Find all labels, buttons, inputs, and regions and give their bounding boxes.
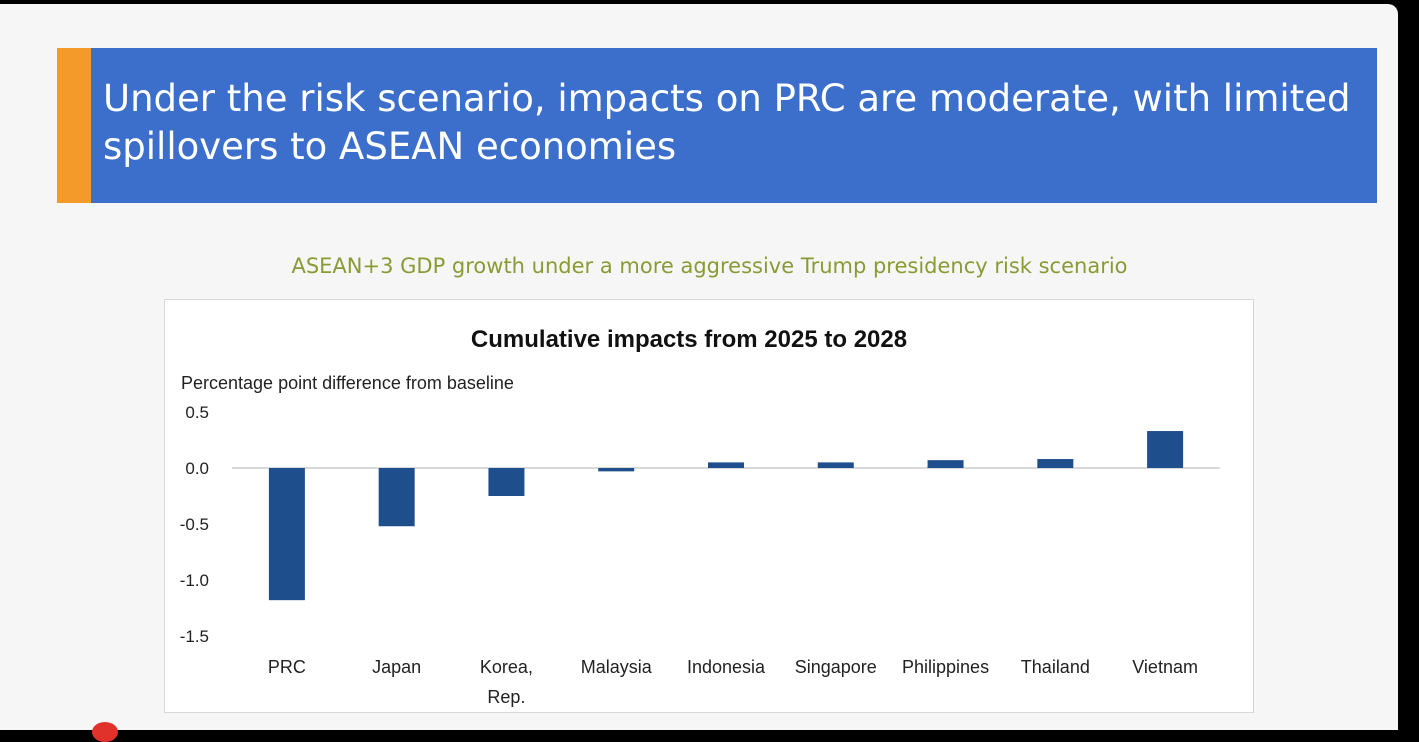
bar xyxy=(817,462,854,468)
bar xyxy=(488,468,525,496)
chart-title: Cumulative impacts from 2025 to 2028 xyxy=(471,326,907,353)
x-tick-label: Vietnam xyxy=(1132,657,1198,677)
record-indicator-icon xyxy=(92,722,118,742)
x-tick-label: Singapore xyxy=(795,657,877,677)
bar xyxy=(1037,459,1074,468)
slide: Under the risk scenario, impacts on PRC … xyxy=(0,4,1398,730)
x-tick-label: Japan xyxy=(372,657,421,677)
bar-chart: Cumulative impacts from 2025 to 2028 Perc… xyxy=(180,326,1220,707)
title-accent-bar xyxy=(57,48,91,203)
bar xyxy=(268,468,305,601)
title-banner: Under the risk scenario, impacts on PRC … xyxy=(57,48,1377,203)
bar xyxy=(378,468,415,527)
x-tick-label: Indonesia xyxy=(687,657,766,677)
chart-frame: Cumulative impacts from 2025 to 2028 Perc… xyxy=(164,299,1254,713)
x-tick-label: Rep. xyxy=(487,687,525,707)
y-tick-label: 0.0 xyxy=(185,459,209,478)
y-tick-label: -1.5 xyxy=(180,627,209,646)
bar xyxy=(1147,431,1184,468)
bar xyxy=(708,462,744,468)
x-tick-label: Korea, xyxy=(480,657,533,677)
slide-title: Under the risk scenario, impacts on PRC … xyxy=(103,77,1351,168)
bar xyxy=(598,468,635,472)
x-tick-label: PRC xyxy=(268,657,306,677)
x-tick-label: Malaysia xyxy=(581,657,653,677)
y-tick-label: -0.5 xyxy=(180,515,209,534)
y-tick-label: 0.5 xyxy=(185,403,209,422)
x-tick-label: Philippines xyxy=(902,657,989,677)
slide-subtitle: ASEAN+3 GDP growth under a more aggressi… xyxy=(291,254,1128,278)
bar xyxy=(927,460,964,468)
y-tick-label: -1.0 xyxy=(180,571,209,590)
y-axis-label: Percentage point difference from baselin… xyxy=(181,373,514,393)
x-tick-label: Thailand xyxy=(1021,657,1090,677)
